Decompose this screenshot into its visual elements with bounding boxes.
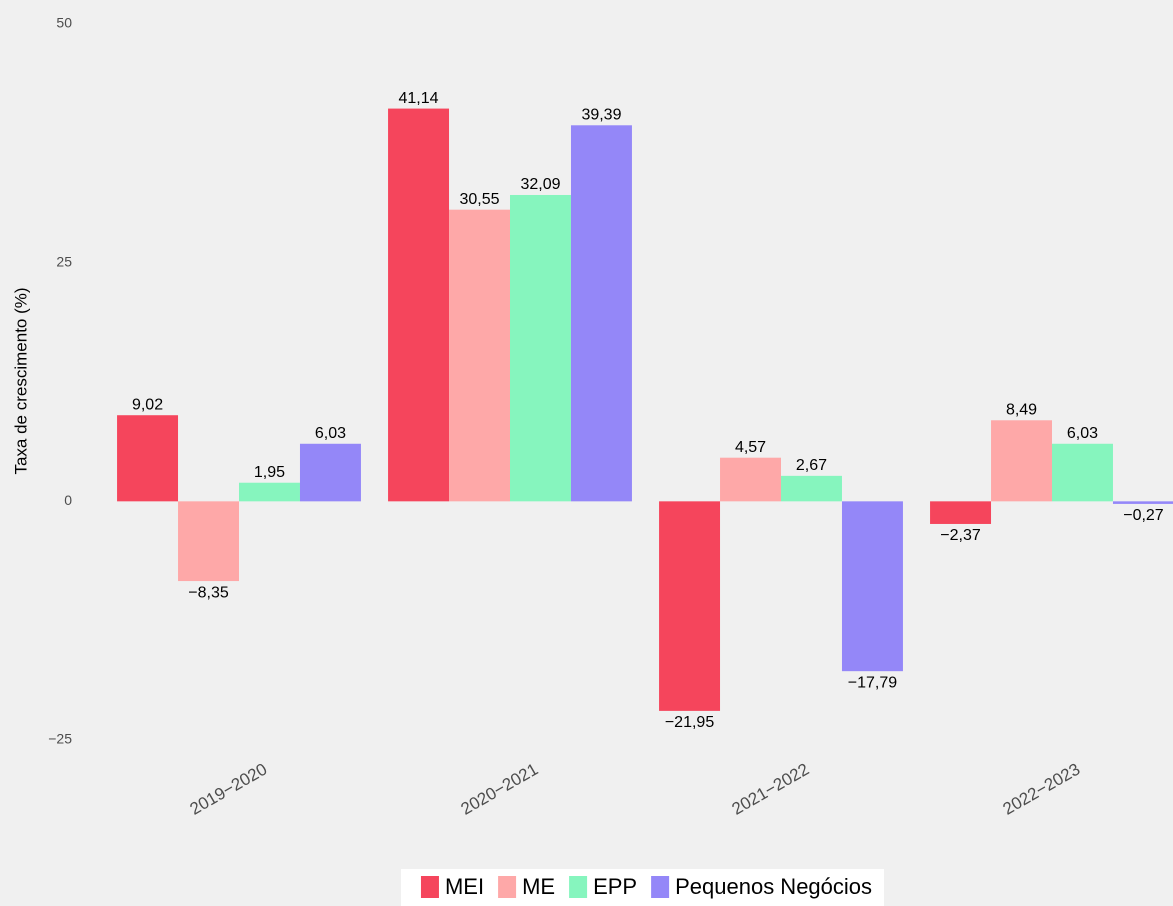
- legend-label: Pequenos Negócios: [675, 874, 872, 899]
- data-label: −21,95: [665, 714, 714, 731]
- bar: [659, 501, 721, 711]
- x-tick-label: 2022−2023: [1000, 759, 1084, 818]
- y-axis-label: Taxa de crescimento (%): [11, 287, 30, 474]
- x-tick-label: 2019−2020: [187, 759, 271, 818]
- y-tick-label: −25: [48, 731, 72, 747]
- bar: [720, 457, 781, 502]
- data-label: 30,55: [459, 191, 499, 208]
- bar: [1112, 501, 1173, 504]
- bar: [570, 125, 632, 502]
- data-label: 6,03: [315, 425, 346, 442]
- bar: [449, 209, 510, 502]
- data-label: −17,79: [848, 674, 897, 691]
- bar: [388, 108, 450, 502]
- data-label: 2,67: [796, 457, 827, 474]
- y-tick-label: 50: [56, 15, 72, 31]
- data-label: 8,49: [1006, 402, 1037, 419]
- bar: [178, 501, 239, 582]
- bar: [781, 475, 842, 502]
- legend-label: EPP: [593, 874, 637, 899]
- data-label: −0,27: [1123, 507, 1164, 524]
- bar: [930, 501, 992, 524]
- legend-label: MEI: [445, 874, 484, 899]
- bar: [510, 194, 571, 502]
- data-label: 41,14: [399, 90, 439, 107]
- data-label: 4,57: [735, 439, 766, 456]
- legend-swatch: [651, 876, 670, 898]
- data-label: −2,37: [940, 527, 981, 544]
- data-label: 9,02: [132, 396, 163, 413]
- bar: [991, 420, 1052, 502]
- bar: [117, 415, 179, 502]
- bar: [239, 482, 300, 502]
- bar: [841, 501, 903, 672]
- x-tick-label: 2020−2021: [458, 759, 542, 818]
- legend: MEI ME EPP Pequenos Negócios: [400, 869, 885, 906]
- y-tick-label: 25: [56, 253, 72, 269]
- legend-swatch: [569, 876, 588, 898]
- data-label: 6,03: [1067, 425, 1098, 442]
- data-label: 32,09: [520, 176, 560, 193]
- legend-background: [400, 869, 885, 906]
- data-label: −8,35: [188, 584, 229, 601]
- y-tick-label: 0: [64, 492, 72, 508]
- bar: [1052, 443, 1113, 502]
- data-label: 39,39: [581, 107, 621, 124]
- legend-label: ME: [522, 874, 555, 899]
- bar: [299, 443, 361, 502]
- x-tick-label: 2021−2022: [729, 759, 813, 818]
- legend-swatch: [498, 876, 517, 898]
- legend-swatch: [420, 876, 439, 898]
- data-label: 1,95: [254, 464, 285, 481]
